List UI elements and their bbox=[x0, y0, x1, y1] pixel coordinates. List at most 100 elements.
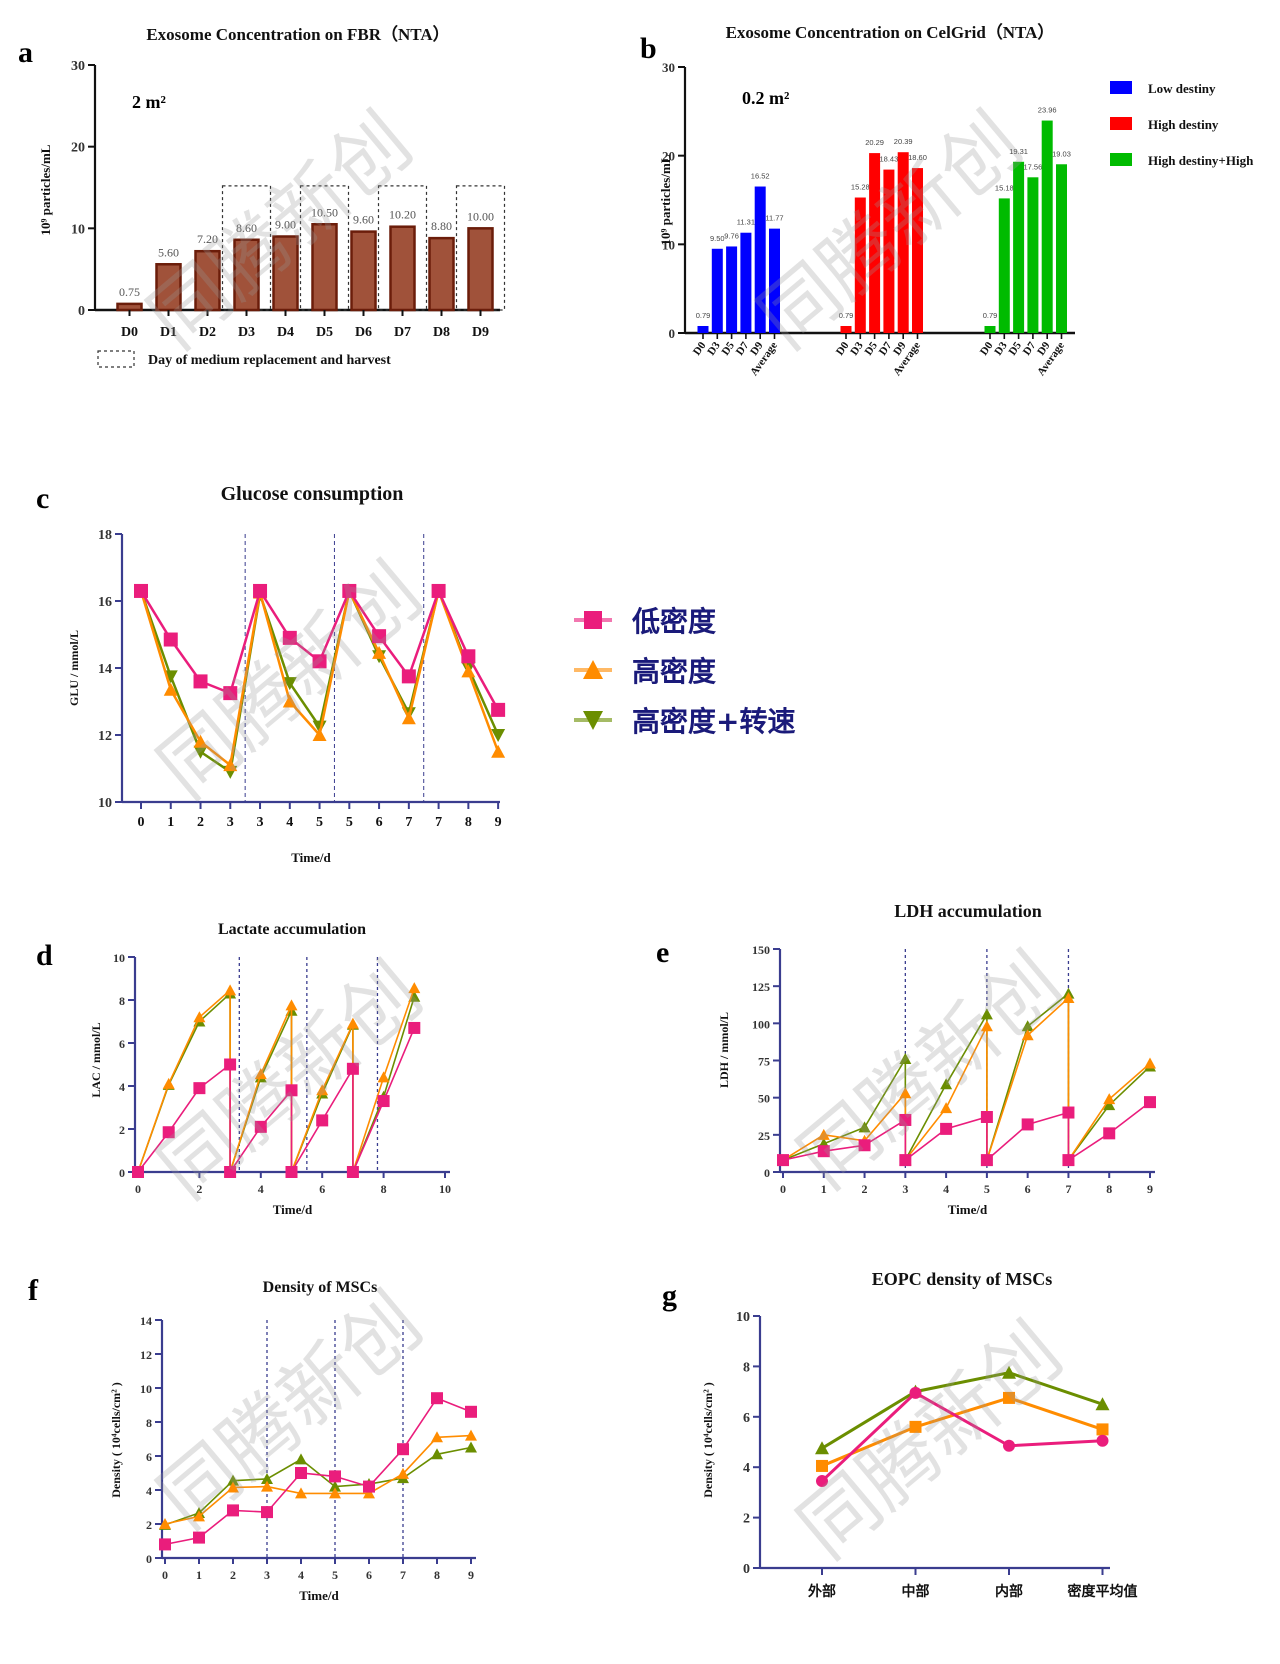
data-point bbox=[363, 1487, 375, 1499]
x-tick-label: 8 bbox=[1106, 1182, 1112, 1196]
chart-title: EOPC density of MSCs bbox=[872, 1269, 1053, 1289]
bar-value-label: 15.18 bbox=[995, 183, 1014, 192]
y-tick-label: 10 bbox=[736, 1310, 750, 1325]
data-point bbox=[408, 1021, 421, 1034]
data-point bbox=[401, 711, 416, 725]
y-tick-label: 18 bbox=[98, 528, 112, 543]
data-point bbox=[285, 1166, 298, 1178]
data-point bbox=[980, 1020, 993, 1032]
data-point bbox=[940, 1078, 953, 1090]
x-tick-label: D8 bbox=[433, 325, 450, 340]
panel-label: a bbox=[18, 36, 33, 69]
y-axis-label: LDH / mmol/L bbox=[717, 1012, 731, 1088]
legend-swatch bbox=[1110, 117, 1132, 130]
x-tick-label: D5 bbox=[316, 325, 333, 340]
x-tick-label: 外部 bbox=[808, 1583, 836, 1600]
y-tick-label: 100 bbox=[752, 1017, 770, 1031]
data-point bbox=[431, 1392, 443, 1405]
x-tick-label: 7 bbox=[400, 1568, 406, 1582]
bar-value-label: 18.60 bbox=[908, 153, 927, 162]
data-point bbox=[858, 1121, 871, 1133]
data-point bbox=[1003, 1391, 1015, 1404]
legend-label: Day of medium replacement and harvest bbox=[148, 353, 391, 368]
bar-value-label: 9.00 bbox=[275, 218, 296, 232]
y-tick-label: 10 bbox=[98, 796, 112, 811]
series-line bbox=[782, 991, 1151, 1163]
bar bbox=[116, 302, 143, 312]
data-point bbox=[224, 1166, 237, 1178]
x-tick-label: 3 bbox=[257, 815, 264, 830]
bar-value-label: 16.52 bbox=[751, 172, 770, 181]
bar bbox=[311, 223, 338, 312]
data-point bbox=[817, 1128, 830, 1140]
data-point bbox=[1062, 1154, 1075, 1167]
data-point bbox=[282, 630, 297, 645]
bar-value-label: 7.20 bbox=[197, 232, 218, 246]
data-point bbox=[491, 729, 506, 742]
bar bbox=[883, 169, 895, 333]
data-point bbox=[397, 1467, 409, 1479]
data-point bbox=[816, 1459, 828, 1472]
bar-value-label: 11.31 bbox=[737, 218, 755, 227]
bar bbox=[897, 152, 909, 333]
x-tick-label: 0 bbox=[138, 815, 145, 830]
harvest-day-box bbox=[299, 185, 350, 311]
data-point bbox=[1021, 1118, 1034, 1131]
data-point bbox=[1002, 1365, 1016, 1379]
panel-label: d bbox=[36, 939, 53, 972]
x-axis-label: Time/d bbox=[291, 850, 331, 865]
bar-value-label: 17.56 bbox=[1024, 162, 1043, 171]
data-point bbox=[261, 1506, 273, 1519]
y-tick-label: 0 bbox=[764, 1166, 770, 1180]
harvest-day-box bbox=[221, 185, 272, 311]
data-point bbox=[1021, 1029, 1034, 1041]
data-point bbox=[163, 632, 178, 647]
data-point bbox=[408, 982, 421, 994]
data-point bbox=[899, 1053, 912, 1065]
x-tick-label: 5 bbox=[984, 1182, 990, 1196]
x-tick-label: 内部 bbox=[995, 1583, 1023, 1600]
bar-value-label: 20.29 bbox=[865, 138, 884, 147]
data-point bbox=[377, 1095, 390, 1108]
y-axis-label: Density ( 10⁴cells/cm² ) bbox=[109, 1382, 123, 1498]
harvest-day-box bbox=[377, 185, 428, 311]
x-tick-label: 8 bbox=[465, 815, 472, 830]
data-point bbox=[316, 1114, 329, 1127]
y-tick-label: 150 bbox=[752, 943, 770, 957]
chart-g: g EOPC density of MSCs 0 2 4 6 8 10 Density ( 10… bbox=[662, 1269, 1138, 1600]
y-tick-label: 0 bbox=[669, 326, 676, 341]
bar-value-label: 9.60 bbox=[353, 213, 374, 227]
data-point bbox=[815, 1441, 829, 1455]
series-line bbox=[821, 1396, 1103, 1468]
chart-title: Exosome Concentration on CelGrid（NTA） bbox=[726, 22, 1055, 42]
x-tick-label: D9 bbox=[472, 325, 489, 340]
data-point bbox=[401, 669, 416, 684]
x-tick-label: 5 bbox=[332, 1568, 338, 1582]
data-point bbox=[899, 1113, 912, 1126]
series-line bbox=[782, 1101, 1151, 1162]
bar bbox=[1041, 120, 1053, 334]
data-point bbox=[980, 1008, 993, 1020]
bar-value-label: 0.79 bbox=[696, 311, 711, 320]
y-tick-label: 14 bbox=[140, 1314, 152, 1328]
y-tick-label: 25 bbox=[758, 1129, 770, 1143]
data-point bbox=[316, 1084, 329, 1096]
data-point bbox=[363, 1480, 375, 1493]
bar-value-label: 18.43 bbox=[880, 155, 899, 164]
y-tick-label: 4 bbox=[146, 1484, 152, 1498]
x-tick-label: D0 bbox=[121, 325, 138, 340]
x-tick-label: 7 bbox=[435, 815, 442, 830]
y-axis-label: LAC / mmol/L bbox=[89, 1022, 103, 1097]
y-tick-label: 10 bbox=[71, 222, 85, 237]
bar-value-label: 19.03 bbox=[1052, 149, 1071, 158]
data-point bbox=[227, 1504, 239, 1517]
bar bbox=[467, 227, 494, 312]
data-point bbox=[940, 1122, 953, 1135]
x-tick-label: 8 bbox=[381, 1182, 387, 1196]
bar-value-label: 10.50 bbox=[311, 205, 338, 219]
x-tick-label: 7 bbox=[405, 815, 412, 830]
bar-value-label: 9.50 bbox=[710, 234, 725, 243]
